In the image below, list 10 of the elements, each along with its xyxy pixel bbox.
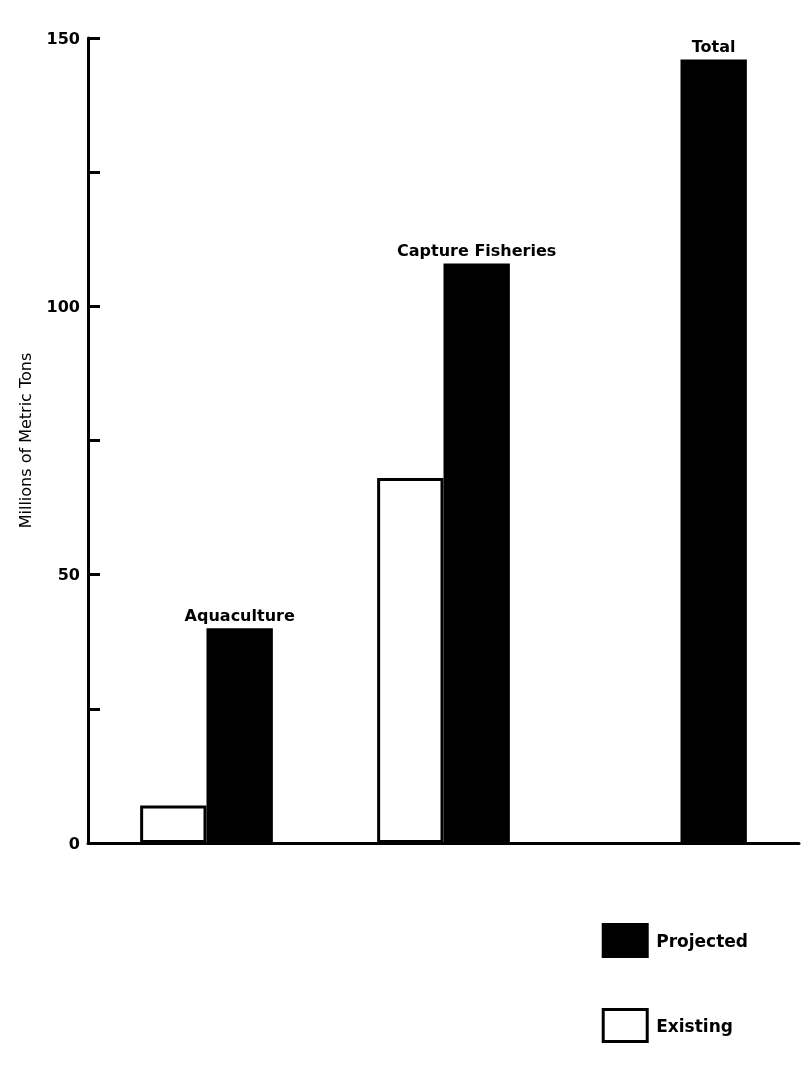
x-tick-label: Aquaculture xyxy=(184,605,295,625)
legend-label: Projected xyxy=(656,930,749,951)
x-tick-label: Total xyxy=(691,36,736,56)
y-axis-title: Millions of Metric Tons xyxy=(15,352,35,529)
y-tick-label: 100 xyxy=(46,296,80,316)
legend-label: Existing xyxy=(656,1015,733,1036)
x-tick-label: Capture Fisheries xyxy=(397,240,557,260)
y-tick-label: 150 xyxy=(46,28,80,48)
y-tick-label: 0 xyxy=(68,833,80,853)
y-tick-label: 50 xyxy=(57,565,80,585)
